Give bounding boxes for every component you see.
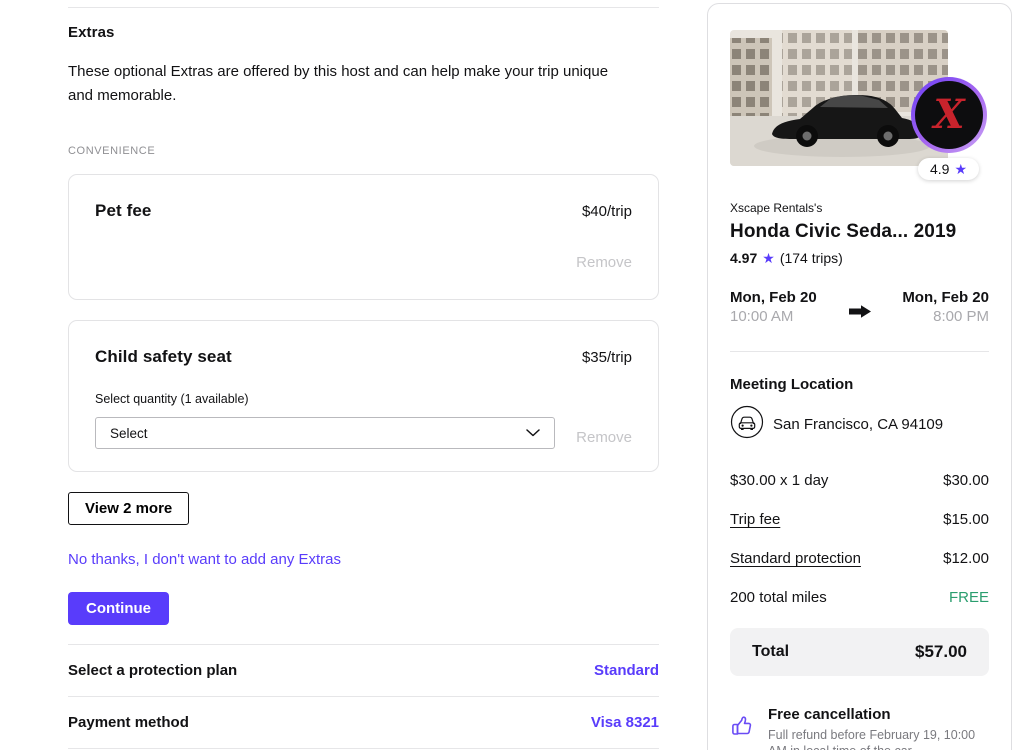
price-value: $15.00 — [943, 511, 989, 528]
vehicle-photo-area: X 4.9 ★ — [730, 30, 989, 190]
extra-name: Pet fee — [95, 201, 152, 220]
host-logo-x: X — [933, 91, 965, 138]
arrow-right-icon — [848, 305, 872, 323]
top-divider — [68, 7, 659, 8]
payment-method-value[interactable]: Visa 8321 — [590, 714, 659, 731]
host-name: Xscape Rentals's — [730, 201, 823, 215]
extra-name: Child safety seat — [95, 347, 232, 366]
total-row: Total $57.00 — [730, 628, 989, 676]
row-divider — [68, 748, 659, 749]
price-row-daily-rate: $30.00 x 1 day $30.00 — [730, 472, 989, 489]
payment-method-row[interactable]: Payment method Visa 8321 — [68, 697, 659, 748]
price-label-standard-protection[interactable]: Standard protection — [730, 550, 861, 567]
price-label: $30.00 x 1 day — [730, 472, 829, 489]
extra-price: $40/trip — [581, 203, 632, 220]
trips-count: (174 trips) — [779, 250, 843, 266]
remove-button[interactable]: Remove — [576, 254, 632, 271]
trip-summary-card: X 4.9 ★ Xscape Rentals's Honda Civic Sed… — [707, 3, 1012, 750]
extra-price: $35/trip — [581, 349, 632, 366]
price-value: $30.00 — [943, 472, 989, 489]
protection-plan-value[interactable]: Standard — [593, 662, 659, 679]
remove-button[interactable]: Remove — [576, 429, 632, 446]
total-label: Total — [752, 643, 790, 660]
row-divider — [68, 696, 659, 697]
vehicle-rating-score: 4.97 — [730, 250, 758, 266]
no-thanks-link[interactable]: No thanks, I don't want to add any Extra… — [68, 551, 342, 568]
vehicle-rating-line: 4.97 ★ (174 trips) — [730, 250, 989, 266]
view-more-button[interactable]: View 2 more — [68, 492, 190, 525]
trip-start-date: Mon, Feb 20 — [730, 289, 817, 306]
payment-method-label: Payment method — [68, 714, 189, 731]
protection-plan-label: Select a protection plan — [68, 662, 238, 679]
quantity-select-value: Select — [110, 425, 148, 441]
price-row-trip-fee: Trip fee $15.00 — [730, 511, 989, 528]
total-value: $57.00 — [915, 642, 967, 661]
extra-card-child-safety-seat: Child safety seat $35/trip Select quanti… — [68, 320, 659, 472]
free-cancellation-text: Free cancellation Full refund before Feb… — [768, 706, 983, 750]
star-icon: ★ — [954, 161, 967, 177]
meeting-location-address: San Francisco, CA 94109 — [773, 416, 944, 433]
trip-end: Mon, Feb 20 8:00 PM — [902, 289, 989, 325]
trip-end-time: 8:00 PM — [933, 308, 989, 325]
extras-section: Extras These optional Extras are offered… — [68, 0, 659, 749]
quantity-select[interactable]: Select — [95, 417, 555, 449]
price-row-standard-protection: Standard protection $12.00 — [730, 550, 989, 567]
price-value-free: FREE — [948, 589, 989, 606]
host-rating-badge: 4.9 ★ — [917, 158, 979, 180]
continue-button[interactable]: Continue — [68, 592, 169, 625]
free-cancellation-title: Free cancellation — [768, 706, 891, 723]
meeting-location-heading: Meeting Location — [730, 376, 854, 393]
meeting-location-row: San Francisco, CA 94109 — [730, 405, 989, 444]
trip-dates: Mon, Feb 20 10:00 AM Mon, Feb 20 8:00 PM — [730, 289, 989, 325]
trip-end-date: Mon, Feb 20 — [902, 289, 989, 306]
price-value: $12.00 — [943, 550, 989, 567]
free-cancellation-body: Full refund before February 19, 10:00 AM… — [768, 728, 976, 750]
thumbs-up-icon — [730, 714, 754, 743]
car-icon — [730, 405, 764, 444]
vehicle-photo — [730, 30, 948, 166]
price-row-total-miles: 200 total miles FREE — [730, 589, 989, 606]
quantity-label: Select quantity (1 available) — [95, 392, 249, 406]
price-breakdown: $30.00 x 1 day $30.00 Trip fee $15.00 St… — [730, 472, 989, 606]
star-icon: ★ — [762, 250, 775, 266]
host-avatar[interactable]: X — [911, 77, 987, 153]
trip-start: Mon, Feb 20 10:00 AM — [730, 289, 817, 325]
car-silhouette — [772, 95, 921, 147]
vehicle-title: Honda Civic Seda... 2019 — [730, 221, 957, 242]
price-label: 200 total miles — [730, 589, 827, 606]
trip-start-time: 10:00 AM — [730, 308, 794, 325]
section-divider — [68, 644, 659, 645]
extra-card-pet-fee: Pet fee $40/trip Remove — [68, 174, 659, 300]
host-rating-score: 4.9 — [929, 161, 950, 177]
chevron-down-icon — [526, 424, 540, 442]
extras-heading: Extras — [68, 24, 115, 41]
protection-plan-row[interactable]: Select a protection plan Standard — [68, 645, 659, 696]
price-label-trip-fee[interactable]: Trip fee — [730, 511, 781, 528]
extras-description: These optional Extras are offered by thi… — [68, 63, 609, 104]
free-cancellation-section: Free cancellation Full refund before Feb… — [730, 706, 989, 750]
category-label-convenience: CONVENIENCE — [68, 145, 156, 157]
sidebar-divider — [730, 351, 989, 352]
